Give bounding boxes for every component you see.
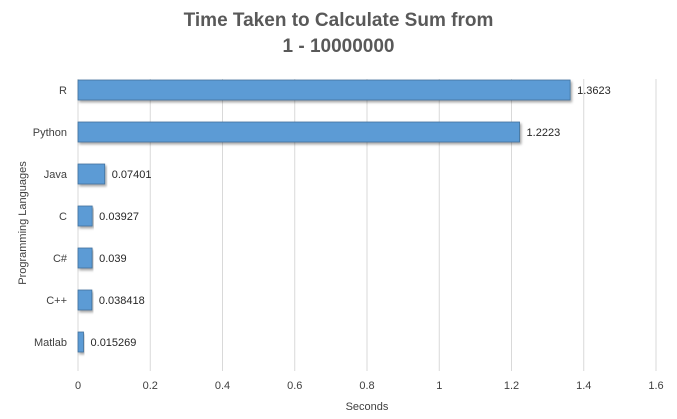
category-label: Python: [33, 127, 67, 139]
category-label: C#: [53, 253, 68, 265]
data-label: 0.015269: [91, 337, 137, 349]
x-axis-title: Seconds: [346, 401, 389, 413]
data-label: 1.3623: [577, 85, 611, 97]
y-axis-title: Programming Languages: [17, 161, 29, 285]
bar: [77, 205, 93, 227]
bar: [77, 331, 84, 353]
x-tick-labels: 0 0.2 0.4 0.6 0.8 1 1.2 1.4 1.6: [75, 380, 664, 392]
data-label: 0.07401: [112, 169, 152, 181]
bar: [77, 289, 93, 311]
bar: [77, 79, 571, 101]
data-labels: 1.3623 1.2223 0.07401 0.03927 0.039 0.038418 0…: [91, 85, 611, 349]
x-tick-label: 0.8: [359, 380, 374, 392]
category-label: Java: [44, 169, 68, 181]
category-label: C++: [46, 295, 67, 307]
bar: [77, 163, 106, 185]
x-tick-label: 0: [75, 380, 81, 392]
chart-title: Time Taken to Calculate Sum from 1 - 100…: [0, 8, 677, 60]
x-tick-label: 1: [436, 380, 442, 392]
x-tick-label: 0.2: [143, 380, 158, 392]
x-tick-label: 0.6: [287, 380, 302, 392]
data-label: 1.2223: [527, 127, 561, 139]
x-tick-label: 1.6: [648, 380, 663, 392]
chart-title-line-2: 1 - 10000000: [282, 36, 395, 57]
x-tick-label: 1.2: [504, 380, 519, 392]
bars: [77, 79, 571, 353]
category-label: C: [59, 211, 67, 223]
x-tick-label: 0.4: [215, 380, 230, 392]
bar: [77, 247, 93, 269]
data-label: 0.038418: [99, 295, 145, 307]
x-tick-label: 1.4: [576, 380, 591, 392]
chart-title-line-1: Time Taken to Calculate Sum from: [183, 10, 494, 31]
category-label: Matlab: [34, 337, 67, 349]
data-label: 0.03927: [99, 211, 139, 223]
category-label: R: [59, 85, 67, 97]
data-label: 0.039: [99, 253, 127, 265]
bar: [77, 121, 520, 143]
category-labels: R Python Java C C# C++ Matlab: [33, 85, 68, 349]
